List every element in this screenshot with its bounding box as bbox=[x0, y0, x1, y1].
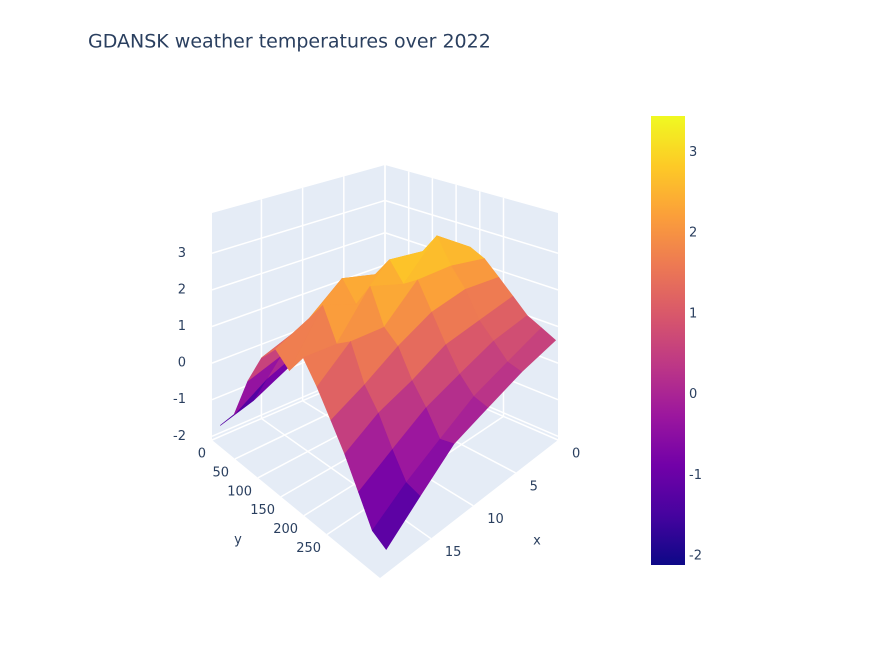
grid-line bbox=[211, 264, 386, 328]
colorbar bbox=[651, 116, 685, 565]
y-axis-title: y bbox=[234, 533, 242, 548]
colorbar-tick-label: 1 bbox=[689, 306, 697, 321]
colorbar-ticks: -2 -1 0 1 2 3 bbox=[689, 145, 702, 564]
x-axis-title: x bbox=[533, 534, 541, 549]
x-tick-label: 0 bbox=[572, 447, 580, 462]
colorbar-tick-label: -1 bbox=[689, 468, 702, 483]
colorbar-tick-label: -2 bbox=[689, 549, 702, 564]
chart-title: GDANSK weather temperatures over 2022 bbox=[88, 31, 491, 53]
surface-patch bbox=[371, 482, 421, 551]
grid-line bbox=[384, 199, 559, 254]
y-tick-label: 200 bbox=[273, 522, 298, 537]
z-tick-label: 2 bbox=[178, 282, 186, 297]
x-tick-label: 10 bbox=[487, 512, 504, 527]
z-tick-label: -2 bbox=[173, 429, 186, 444]
x-tick-label: 15 bbox=[445, 545, 462, 560]
x-tick-label: 5 bbox=[530, 479, 538, 494]
grid-line bbox=[211, 199, 386, 254]
z-tick-label: 1 bbox=[178, 319, 186, 334]
z-tick-label: 0 bbox=[178, 356, 186, 371]
colorbar-tick-label: 2 bbox=[689, 226, 697, 241]
y-tick-label: 50 bbox=[212, 465, 229, 480]
z-tick-label: -1 bbox=[173, 392, 186, 407]
grid-line bbox=[211, 232, 386, 291]
z-tick-label: 3 bbox=[178, 246, 186, 261]
y-tick-label: 0 bbox=[198, 447, 206, 462]
colorbar-tick-label: 0 bbox=[689, 387, 697, 402]
colorbar-tick-label: 3 bbox=[689, 145, 697, 160]
y-tick-label: 250 bbox=[296, 541, 321, 556]
y-tick-label: 100 bbox=[227, 484, 252, 499]
y-tick-label: 150 bbox=[250, 503, 275, 518]
